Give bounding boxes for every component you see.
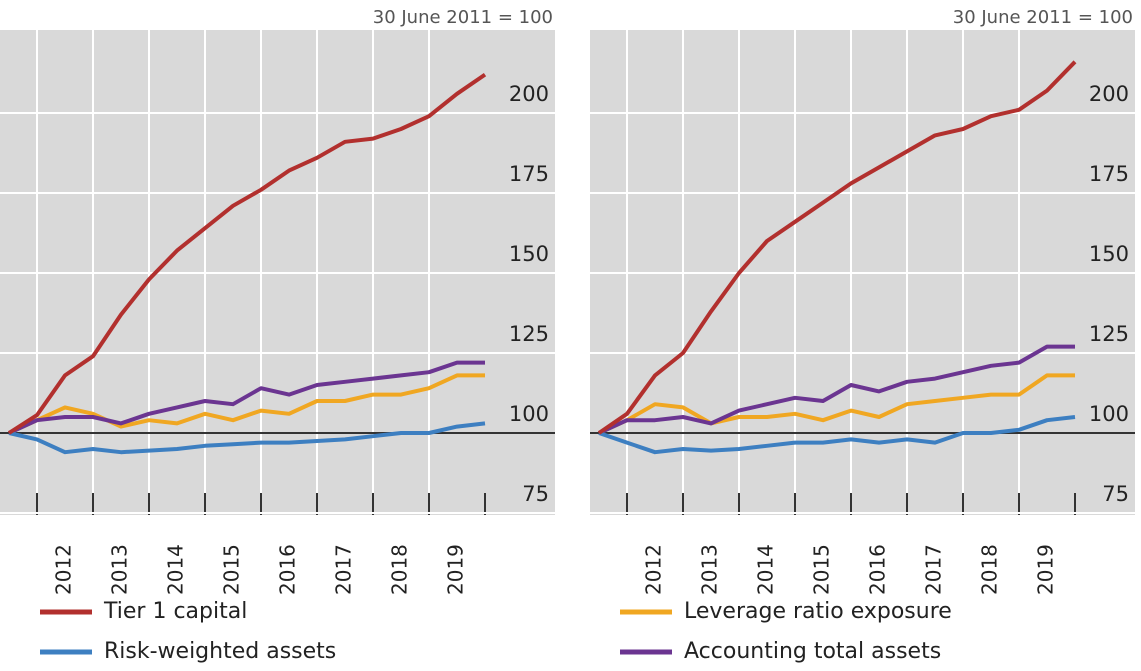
series-line [598,415,1076,455]
y-tick-label: 175 [1089,162,1129,186]
y-tick-label: 125 [1089,322,1129,346]
unit-label: 30 June 2011 = 100 [373,7,553,28]
y-tick-label: 150 [1089,242,1129,266]
x-tick-label: 2017 [922,544,946,595]
x-tick-label: 2013 [698,544,722,595]
x-tick-label: 2016 [276,544,300,595]
x-tick-label: 2013 [108,544,132,595]
y-tick-label: 75 [522,482,549,506]
legend-label: Risk-weighted assets [104,639,336,664]
x-tick-label: 2018 [388,544,412,595]
x-tick-label: 2014 [754,544,778,595]
series-line [7,72,487,435]
y-tick-label: 200 [509,82,549,106]
series-line [598,344,1075,435]
y-tick-label: 150 [509,242,549,266]
x-tick-label: 2015 [220,544,244,595]
y-tick-label: 100 [509,402,549,426]
x-tick-label: 2015 [810,544,834,595]
y-tick-label: 200 [1089,82,1129,106]
legend-label: Tier 1 capital [103,599,247,624]
series-line [597,60,1077,435]
x-tick-label: 2018 [978,544,1002,595]
series-line [8,360,485,435]
y-tick-label: 125 [509,322,549,346]
x-tick-label: 2017 [332,544,356,595]
x-tick-label: 2019 [1034,544,1058,595]
x-tick-label: 2014 [164,544,188,595]
x-tick-label: 2016 [866,544,890,595]
y-tick-label: 75 [1102,482,1129,506]
x-tick-label: 2012 [52,544,76,595]
x-tick-label: 2019 [444,544,468,595]
unit-label: 30 June 2011 = 100 [953,7,1133,28]
y-tick-label: 100 [1089,402,1129,426]
series-line [598,373,1075,435]
series-line [8,421,486,455]
legend-label: Accounting total assets [684,639,941,664]
legend-label: Leverage ratio exposure [684,599,952,624]
series-line [8,373,485,435]
y-tick-label: 175 [509,162,549,186]
x-tick-label: 2012 [642,544,666,595]
